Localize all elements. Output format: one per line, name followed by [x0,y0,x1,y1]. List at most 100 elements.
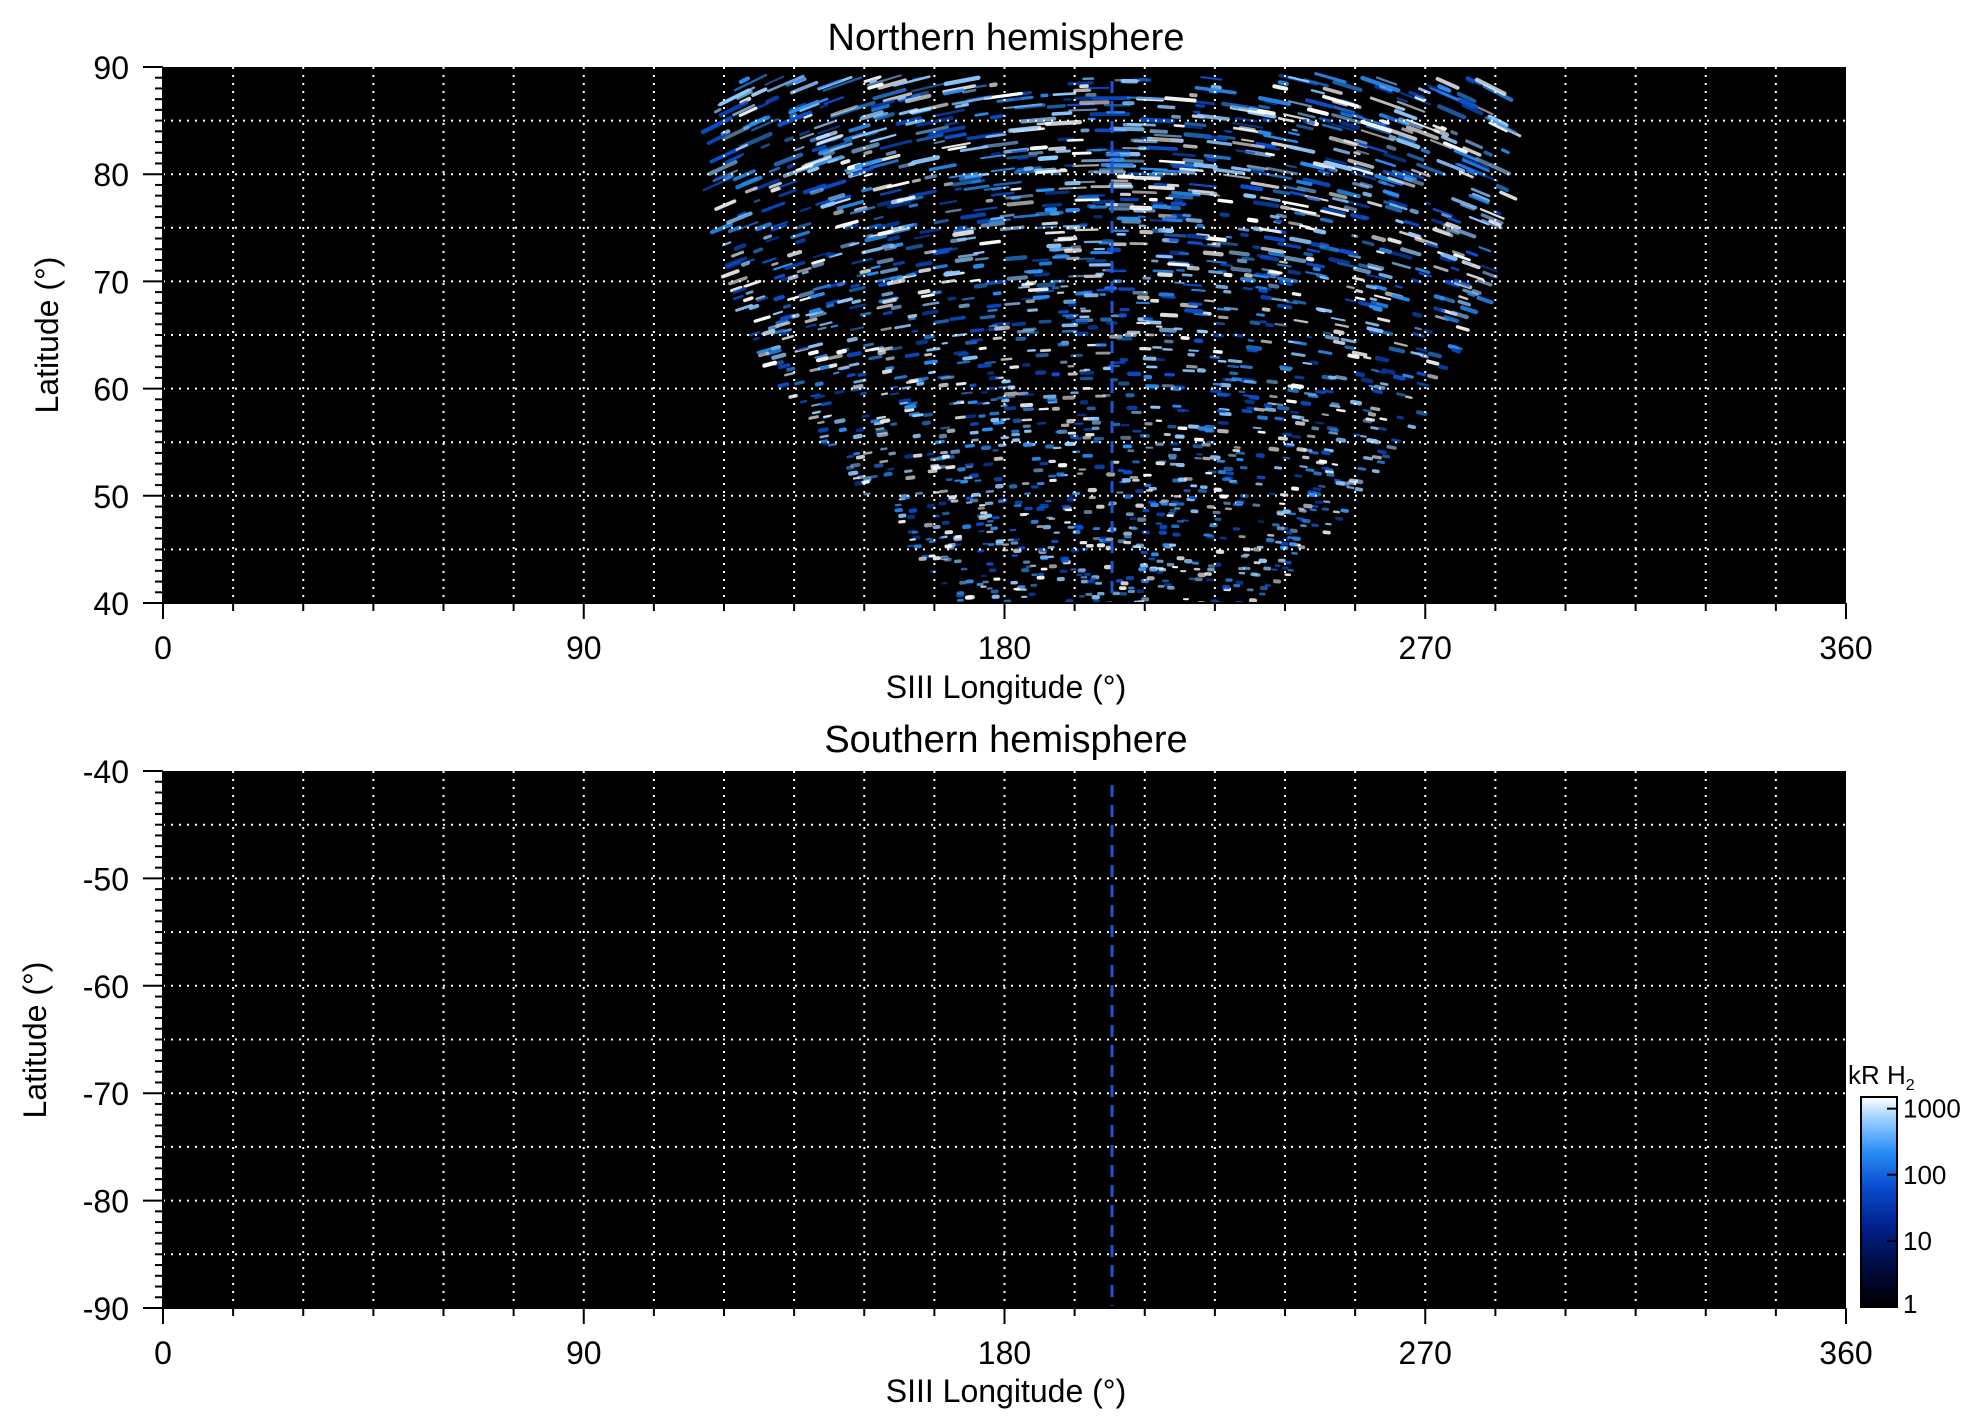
emission-streak [1437,84,1452,93]
emission-streak [880,447,888,451]
emission-streak [809,187,824,196]
emission-streak [1323,160,1354,172]
emission-streak [1340,337,1357,344]
emission-streak [873,215,884,221]
emission-streak [885,366,895,371]
emission-streak [1241,409,1253,414]
emission-streak [922,301,940,307]
emission-streak [1394,284,1403,289]
emission-streak [915,125,950,135]
emission-streak [846,169,856,175]
emission-streak [877,349,887,356]
emission-streak [1403,219,1420,228]
emission-streak [707,159,738,176]
emission-streak [1446,227,1460,235]
emission-streak [1217,269,1227,273]
emission-streak [1471,288,1482,296]
emission-streak [1412,311,1423,318]
emission-streak [713,172,728,182]
emission-streak [1196,113,1230,122]
emission-streak [814,394,826,400]
emission-streak [1365,124,1392,135]
emission-streak [1011,149,1028,154]
emission-streak [771,261,779,267]
emission-streak [932,264,948,270]
emission-streak [1460,202,1475,211]
emission-streak [857,372,867,377]
emission-streak [877,221,900,230]
emission-streak [1027,331,1039,335]
emission-streak [911,76,922,81]
emission-streak [1482,270,1498,279]
emission-streak [1340,508,1349,513]
emission-streak [1325,157,1347,165]
emission-streak [908,189,937,198]
emission-streak [740,260,751,267]
emission-streak [773,262,793,271]
emission-streak [823,414,833,418]
emission-streak [770,345,781,351]
emission-streak [1169,161,1198,168]
emission-streak [787,295,800,301]
emission-streak [1360,377,1374,384]
colorbar-label: kR H2 [1848,1060,1915,1094]
emission-streak [796,266,812,274]
emission-streak [804,317,818,324]
emission-streak [818,364,830,371]
emission-streak [859,311,872,317]
emission-streak [1297,112,1316,119]
emission-streak [864,233,888,243]
emission-streak [863,451,873,455]
emission-streak [1280,367,1292,372]
emission-streak [913,453,923,458]
emission-streak [1223,272,1233,278]
emission-streak [990,191,1015,197]
emission-streak [938,200,958,205]
emission-streak [1194,100,1216,106]
emission-streak [1455,325,1470,332]
emission-streak [1319,275,1330,280]
emission-streak [853,451,861,456]
emission-streak [954,256,974,263]
emission-streak [760,143,770,149]
emission-streak [1291,128,1298,132]
emission-streak [1267,402,1277,406]
emission-streak [924,359,938,365]
emission-streak [1388,134,1397,141]
emission-streak [812,251,832,259]
emission-streak [1259,320,1267,324]
emission-streak [1277,436,1288,441]
emission-streak [751,87,767,97]
emission-streak [820,179,847,191]
emission-streak [1418,87,1431,95]
emission-streak [816,125,841,135]
emission-streak [1263,134,1299,144]
emission-streak [1217,359,1227,363]
emission-streak [866,233,874,239]
emission-streak [1418,271,1432,278]
emission-streak [733,73,768,92]
emission-streak [1387,237,1402,245]
emission-streak [1206,259,1227,264]
emission-streak [855,100,876,110]
emission-streak [1416,162,1447,177]
emission-streak [798,130,811,137]
emission-streak [1401,127,1414,134]
emission-streak [1351,113,1386,127]
emission-streak [1360,119,1393,133]
colorbar-gradient [1860,1096,1898,1308]
emission-streak [795,222,812,230]
emission-streak [779,313,795,322]
emission-streak [1277,303,1293,310]
emission-streak [1022,327,1037,332]
emission-streak [1320,209,1346,218]
emission-streak [809,311,827,319]
emission-streak [1255,141,1276,148]
emission-streak [1406,118,1440,134]
emission-streak [846,373,856,378]
emission-streak [1321,123,1343,132]
emission-streak [871,103,890,112]
emission-streak [1396,137,1421,150]
emission-streak [1302,118,1315,125]
emission-streak [849,205,876,215]
